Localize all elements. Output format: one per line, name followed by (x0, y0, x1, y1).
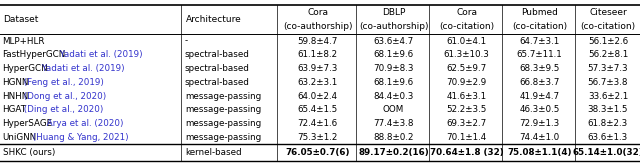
Text: 61.1±8.2: 61.1±8.2 (298, 50, 338, 59)
Text: (Feng et al., 2019): (Feng et al., 2019) (20, 78, 104, 87)
Text: 89.17±0.2(16): 89.17±0.2(16) (358, 148, 429, 157)
Text: spectral-based: spectral-based (185, 64, 250, 73)
Text: 61.3±10.3: 61.3±10.3 (444, 50, 490, 59)
Text: UniGNN: UniGNN (3, 133, 36, 142)
Text: 56.7±3.8: 56.7±3.8 (588, 78, 628, 87)
Text: HyperGCN: HyperGCN (3, 64, 48, 73)
Text: (Dong et al., 2020): (Dong et al., 2020) (20, 92, 106, 101)
Text: OOM: OOM (383, 105, 404, 114)
Text: spectral-based: spectral-based (185, 78, 250, 87)
Text: 61.8±2.3: 61.8±2.3 (588, 119, 628, 128)
Text: 68.1±9.6: 68.1±9.6 (374, 50, 413, 59)
Text: 70.9±8.3: 70.9±8.3 (373, 64, 414, 73)
Text: MLP+HLR: MLP+HLR (3, 37, 45, 46)
Text: 64.7±3.1: 64.7±3.1 (520, 37, 559, 46)
Text: HGNN: HGNN (3, 78, 29, 87)
Text: 41.6±3.1: 41.6±3.1 (447, 92, 486, 101)
Text: 33.6±2.1: 33.6±2.1 (588, 92, 628, 101)
Text: Arya et al. (2020): Arya et al. (2020) (44, 119, 123, 128)
Text: message-passing: message-passing (185, 92, 261, 101)
Text: 38.3±1.5: 38.3±1.5 (588, 105, 628, 114)
Text: 41.9±4.7: 41.9±4.7 (520, 92, 559, 101)
Text: message-passing: message-passing (185, 105, 261, 114)
Text: 63.6±4.7: 63.6±4.7 (374, 37, 413, 46)
Text: Cora: Cora (456, 8, 477, 17)
Text: 75.08±1.1(4): 75.08±1.1(4) (508, 148, 572, 157)
Text: message-passing: message-passing (185, 119, 261, 128)
Text: 46.3±0.5: 46.3±0.5 (519, 105, 560, 114)
Text: Yadati et al. (2019): Yadati et al. (2019) (57, 50, 143, 59)
Text: 63.2±3.1: 63.2±3.1 (298, 78, 338, 87)
Text: 64.0±2.4: 64.0±2.4 (298, 92, 338, 101)
Text: 65.7±11.1: 65.7±11.1 (516, 50, 563, 59)
Text: 61.0±4.1: 61.0±4.1 (447, 37, 486, 46)
Text: (Ding et al., 2020): (Ding et al., 2020) (20, 105, 103, 114)
Text: 52.2±3.5: 52.2±3.5 (446, 105, 487, 114)
Text: (Huang & Yang, 2021): (Huang & Yang, 2021) (30, 133, 129, 142)
Text: 72.9±1.3: 72.9±1.3 (520, 119, 559, 128)
Text: SHKC (ours): SHKC (ours) (3, 148, 55, 157)
Text: 56.1±2.6: 56.1±2.6 (588, 37, 628, 46)
Text: -: - (185, 37, 188, 46)
Text: FastHyperGCN: FastHyperGCN (3, 50, 66, 59)
Text: HyperSAGE: HyperSAGE (3, 119, 52, 128)
Text: 63.6±1.3: 63.6±1.3 (588, 133, 628, 142)
Text: 70.64±1.8 (32): 70.64±1.8 (32) (429, 148, 504, 157)
Text: 59.8±4.7: 59.8±4.7 (298, 37, 338, 46)
Text: 75.3±1.2: 75.3±1.2 (298, 133, 338, 142)
Text: DBLP: DBLP (382, 8, 405, 17)
Text: spectral-based: spectral-based (185, 50, 250, 59)
Text: (co-authorship): (co-authorship) (283, 22, 353, 31)
Text: 57.3±7.3: 57.3±7.3 (588, 64, 628, 73)
Text: message-passing: message-passing (185, 133, 261, 142)
Text: Architecture: Architecture (186, 15, 241, 24)
Text: 69.3±2.7: 69.3±2.7 (447, 119, 486, 128)
Text: 68.3±9.5: 68.3±9.5 (519, 64, 560, 73)
Text: (co-citation): (co-citation) (439, 22, 494, 31)
Text: (co-authorship): (co-authorship) (359, 22, 428, 31)
Text: Pubmed: Pubmed (521, 8, 558, 17)
Text: 65.14±1.0(32): 65.14±1.0(32) (573, 148, 640, 157)
Text: 74.4±1.0: 74.4±1.0 (520, 133, 559, 142)
Text: (co-citation): (co-citation) (512, 22, 567, 31)
Text: 66.8±3.7: 66.8±3.7 (519, 78, 560, 87)
Text: 72.4±1.6: 72.4±1.6 (298, 119, 338, 128)
Text: HNHN: HNHN (3, 92, 29, 101)
Text: 84.4±0.3: 84.4±0.3 (373, 92, 414, 101)
Text: 63.9±7.3: 63.9±7.3 (298, 64, 338, 73)
Text: Citeseer: Citeseer (589, 8, 627, 17)
Text: 68.1±9.6: 68.1±9.6 (374, 78, 413, 87)
Text: 56.2±8.1: 56.2±8.1 (588, 50, 628, 59)
Text: 77.4±3.8: 77.4±3.8 (373, 119, 414, 128)
Text: 65.4±1.5: 65.4±1.5 (298, 105, 338, 114)
Text: kernel-based: kernel-based (185, 148, 241, 157)
Text: (co-citation): (co-citation) (580, 22, 636, 31)
Text: 70.9±2.9: 70.9±2.9 (447, 78, 486, 87)
Text: 76.05±0.7(6): 76.05±0.7(6) (285, 148, 350, 157)
Text: 88.8±0.2: 88.8±0.2 (373, 133, 414, 142)
Text: 70.1±1.4: 70.1±1.4 (447, 133, 486, 142)
Text: 62.5±9.7: 62.5±9.7 (447, 64, 486, 73)
Text: HGAT: HGAT (3, 105, 27, 114)
Text: Yadati et al. (2019): Yadati et al. (2019) (39, 64, 125, 73)
Text: Cora: Cora (307, 8, 328, 17)
Text: Dataset: Dataset (3, 15, 38, 24)
